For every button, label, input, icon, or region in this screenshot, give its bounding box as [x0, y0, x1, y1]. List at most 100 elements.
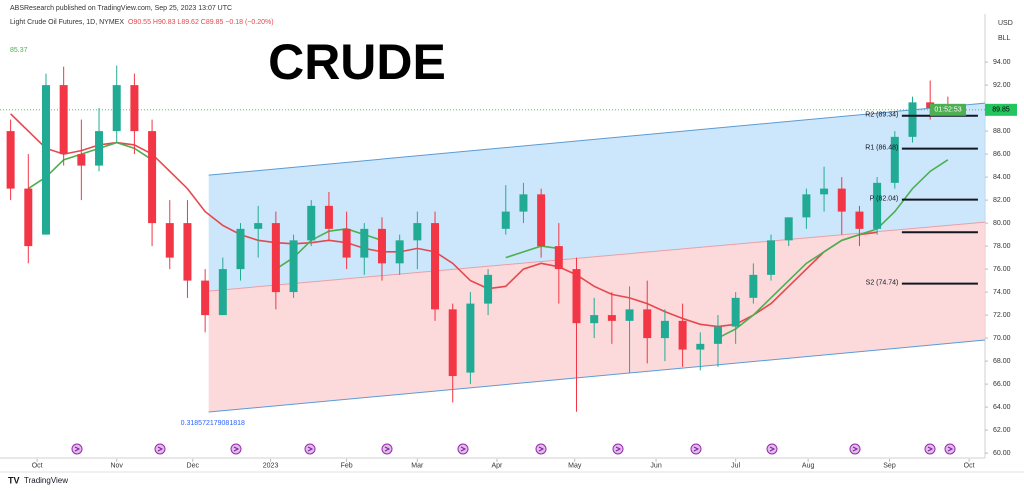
- candle-body: [130, 85, 139, 132]
- event-icon: [381, 443, 393, 455]
- candle-body: [218, 269, 227, 316]
- candle-body: [537, 194, 546, 247]
- x-tick-label: Apr: [491, 463, 503, 470]
- footer-logo: TV: [8, 475, 20, 485]
- candle-body: [837, 188, 846, 212]
- candle-body: [749, 274, 758, 298]
- candle-body: [572, 269, 581, 324]
- y-tick-label: 88.00: [993, 128, 1011, 135]
- y-tick-label: 76.00: [993, 266, 1011, 273]
- candle-body: [165, 223, 174, 258]
- x-tick-label: Feb: [341, 463, 353, 470]
- event-icon: [535, 443, 547, 455]
- candle-body: [307, 205, 316, 241]
- event-icon-arrow: [74, 446, 81, 452]
- candle-body: [767, 240, 776, 275]
- event-icon: [230, 443, 242, 455]
- moving-average: [505, 245, 559, 259]
- event-icon-arrow: [852, 446, 859, 452]
- candle-body: [643, 309, 652, 339]
- x-tick-label: Jul: [731, 463, 740, 470]
- candle-body: [183, 223, 192, 281]
- y-tick-label: 60.00: [993, 450, 1011, 457]
- x-tick-label: Sep: [883, 463, 896, 470]
- candle-body: [660, 320, 669, 339]
- candle-body: [201, 280, 210, 316]
- x-tick-label: Dec: [187, 463, 200, 470]
- symbol: Light Crude Oil Futures, 1D, NYMEX: [10, 19, 124, 26]
- event-icon-arrow: [947, 446, 954, 452]
- event-icon-arrow: [157, 446, 164, 452]
- candle-body: [713, 326, 722, 344]
- unit: BLL: [998, 35, 1011, 42]
- ma-label: 85.37: [10, 47, 28, 54]
- event-icon: [457, 443, 469, 455]
- moving-average: [717, 159, 949, 339]
- candle-body: [41, 85, 50, 235]
- candle-body: [484, 274, 493, 304]
- chart-title: CRUDE: [268, 34, 446, 90]
- event-icon: [304, 443, 316, 455]
- y-tick-label: 80.00: [993, 220, 1011, 227]
- event-icon: [944, 443, 956, 455]
- candle-body: [148, 131, 157, 224]
- ohlc: O90.55 H90.83 L89.62 C89.85 −0.18 (−0.20…: [128, 19, 274, 26]
- event-icon: [612, 443, 624, 455]
- candle-body: [377, 228, 386, 264]
- y-tick-label: 64.00: [993, 404, 1011, 411]
- x-tick-label: Aug: [802, 463, 815, 470]
- y-tick-label: 94.00: [993, 59, 1011, 66]
- candle-body: [431, 223, 440, 310]
- countdown: 01:52:53: [934, 107, 961, 114]
- candle-body: [501, 211, 510, 229]
- y-tick-label: 78.00: [993, 243, 1011, 250]
- last-price-box: [985, 103, 1017, 116]
- y-tick-label: 68.00: [993, 358, 1011, 365]
- candle-body: [413, 223, 422, 241]
- y-tick-label: 84.00: [993, 174, 1011, 181]
- candle-body: [908, 102, 917, 137]
- candle-body: [607, 315, 616, 321]
- x-tick-label: 2023: [263, 463, 279, 470]
- plot: 0.31857217908181894.0092.0090.0088.0086.…: [0, 59, 1017, 470]
- y-tick-label: 62.00: [993, 427, 1011, 434]
- candle-body: [77, 154, 86, 166]
- event-icon-arrow: [693, 446, 700, 452]
- candle-body: [324, 205, 333, 229]
- y-tick-label: 82.00: [993, 197, 1011, 204]
- y-tick-label: 72.00: [993, 312, 1011, 319]
- currency: USD: [998, 20, 1013, 27]
- event-icon: [71, 443, 83, 455]
- footer: TradingView: [24, 476, 68, 485]
- candle-body: [696, 343, 705, 350]
- candle-body: [590, 315, 599, 324]
- y-tick-label: 66.00: [993, 381, 1011, 388]
- pivot-label: S2 (74.74): [866, 279, 899, 286]
- event-icon-arrow: [460, 446, 467, 452]
- candle-body: [95, 131, 104, 166]
- x-tick-label: Mar: [411, 463, 424, 470]
- channel-upper: [208, 102, 986, 176]
- candle-body: [112, 85, 121, 132]
- y-tick-label: 74.00: [993, 289, 1011, 296]
- candle-body: [289, 240, 298, 293]
- channel-lower: [208, 339, 986, 413]
- candle-body: [448, 309, 457, 377]
- publisher: ABSResearch published on TradingView.com…: [10, 5, 232, 12]
- candle-body: [890, 136, 899, 183]
- channel-middle: [208, 221, 986, 292]
- event-icon-arrow: [233, 446, 240, 452]
- candle-body: [360, 228, 369, 258]
- candle-body: [802, 194, 811, 218]
- event-icon: [849, 443, 861, 455]
- event-icon-arrow: [384, 446, 391, 452]
- pivot-label: P (82.04): [870, 195, 899, 202]
- event-icon: [924, 443, 936, 455]
- candle-body: [731, 297, 740, 327]
- candle-body: [554, 246, 563, 270]
- event-icon-arrow: [769, 446, 776, 452]
- x-tick-label: Oct: [32, 463, 43, 470]
- candle-body: [820, 188, 829, 195]
- pivot-label: R1 (86.48): [865, 144, 898, 151]
